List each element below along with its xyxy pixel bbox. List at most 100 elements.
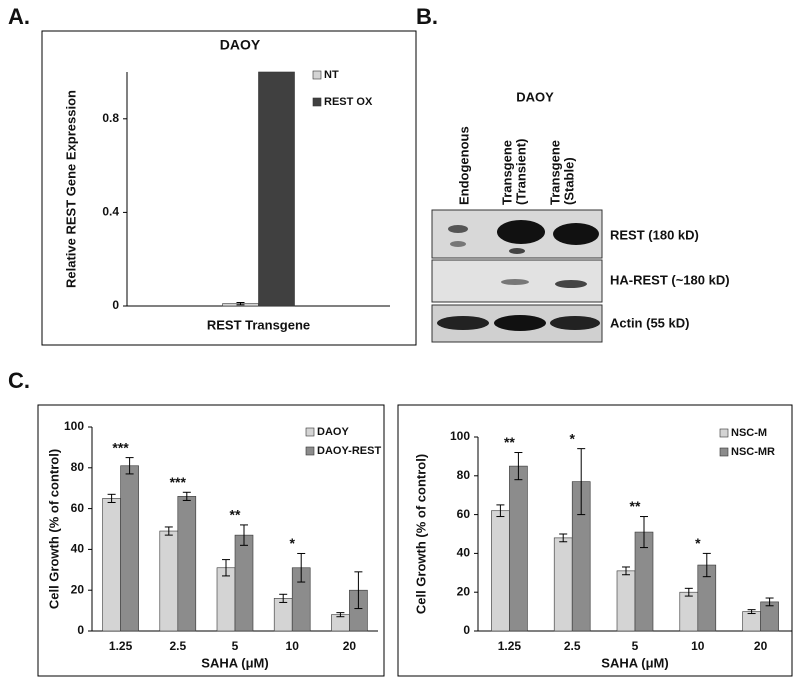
bar [742,611,761,632]
significance: ** [504,434,515,450]
error-bar [684,587,693,597]
x-tick-label: 5 [632,639,639,653]
y-tick-label: 60 [457,507,471,521]
band-label: HA-REST (~180 kD) [610,272,730,287]
lane-label: Transgene [499,140,514,205]
y-tick-label: 80 [457,468,471,482]
chart-title: DAOY [220,37,261,53]
legend-swatch [719,447,729,457]
error-bar [336,612,345,618]
lane-label: (Stable) [561,157,576,205]
bar [102,498,121,632]
significance: ** [630,498,641,514]
error-bar [514,452,523,481]
y-tick-label: 60 [71,501,85,515]
error-bar [354,571,363,610]
x-tick-label: 5 [232,639,239,653]
error-bar [747,609,756,615]
legend-label: NSC-M [731,427,767,439]
error-bar [182,491,191,501]
x-axis-label: SAHA (μM) [201,655,268,670]
legend-label: DAOY-REST [317,445,381,457]
band-label: REST (180 kD) [610,227,699,242]
x-tick-label: 20 [343,639,357,653]
y-tick-label: 0 [463,623,470,637]
x-axis-label: SAHA (μM) [601,655,668,670]
bar [616,570,636,632]
bar [273,598,293,632]
error-bar [577,448,586,516]
y-tick-label: 0.8 [102,111,119,125]
y-tick-label: 40 [457,546,471,560]
significance: * [569,430,575,446]
x-tick-label: 10 [691,639,705,653]
error-bar [240,524,248,546]
bar [177,496,197,632]
error-bar [236,301,245,306]
significance: * [289,535,295,551]
legend-swatch [312,70,322,80]
bar [159,530,179,632]
bar [509,465,528,632]
y-tick-label: 0 [112,298,119,312]
x-tick-label: 2.5 [564,639,581,653]
legend-label: DAOY [317,426,349,438]
x-tick-label: 20 [754,639,768,653]
x-tick-label: 1.25 [109,639,133,653]
error-bar [702,552,711,578]
bar [491,510,510,632]
y-tick-label: 20 [457,584,471,598]
panel-label: B. [416,4,438,29]
bar [679,591,699,632]
error-bar [765,597,774,607]
legend-label: NT [324,69,339,81]
lane-label: (Transient) [513,139,528,205]
error-bar [279,593,288,603]
x-axis-label: REST Transgene [207,317,310,332]
legend-swatch [719,428,729,438]
lane-label: Endogenous [456,126,471,205]
panel-frame [397,404,793,677]
band-label: Actin (55 kD) [610,315,689,330]
y-tick-label: 0.4 [102,205,119,219]
y-tick-label: 40 [71,542,85,556]
error-bar [125,457,134,475]
panel-frame [37,404,385,677]
x-tick-label: 1.25 [498,639,522,653]
error-bar [107,493,116,503]
y-axis-label: Cell Growth (% of control) [46,449,61,609]
bar [553,537,573,632]
y-axis-label: Cell Growth (% of control) [413,454,428,614]
blot-strips [431,209,603,343]
panel-label: A. [8,4,30,29]
legend-label: NSC-MR [731,446,775,458]
significance: * [695,535,701,551]
panel-label: C. [8,368,30,393]
error-bar [222,559,230,577]
y-tick-label: 0 [77,623,84,637]
lane-label: Transgene [547,140,562,205]
error-bar [496,504,505,518]
blot-title: DAOY [516,89,554,104]
bar [258,71,295,307]
y-axis-label: Relative REST Gene Expression [63,90,78,288]
y-tick-label: 100 [450,429,470,443]
x-tick-label: 2.5 [169,639,186,653]
legend-swatch [305,427,315,437]
significance: *** [112,439,129,455]
legend-label: REST OX [324,96,373,108]
bar [216,567,236,632]
error-bar [164,526,173,536]
significance: *** [170,474,187,490]
panel-frame [41,30,417,346]
legend-swatch [305,446,315,456]
y-tick-label: 80 [71,460,85,474]
error-bar [559,533,568,543]
bar [120,465,139,632]
y-tick-label: 100 [64,419,84,433]
error-bar [640,516,648,549]
bar [234,534,254,632]
error-bar [622,566,630,576]
y-tick-label: 20 [71,582,85,596]
